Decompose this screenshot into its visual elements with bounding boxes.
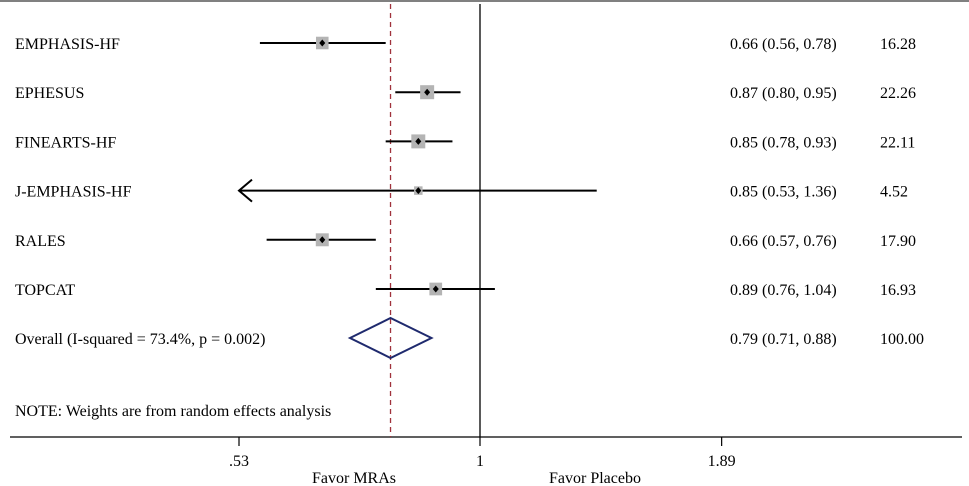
study-name: EPHESUS	[15, 85, 84, 102]
study-weight: 16.28	[880, 36, 916, 53]
x-tick-label: 1.89	[708, 453, 736, 470]
study-weight: 22.11	[880, 134, 915, 151]
point-estimate	[432, 285, 439, 293]
study-name: EMPHASIS-HF	[15, 36, 120, 53]
point-estimate	[319, 236, 326, 244]
x-tick-label: 1	[476, 453, 484, 470]
study-row: J-EMPHASIS-HF 0.85 (0.53, 1.36) 4.52	[15, 178, 908, 203]
x-tick-label: .53	[229, 453, 249, 470]
study-name: FINEARTS-HF	[15, 134, 116, 151]
overall-weight: 100.00	[880, 331, 924, 348]
study-ci-text: 0.66 (0.57, 0.76)	[730, 233, 837, 250]
study-row: TOPCAT 0.89 (0.76, 1.04) 16.93	[15, 282, 916, 299]
study-ci-text: 0.87 (0.80, 0.95)	[730, 85, 837, 102]
point-estimate	[415, 187, 422, 195]
favor-right-label: Favor Placebo	[549, 470, 641, 486]
favor-left-label: Favor MRAs	[312, 470, 396, 486]
overall-ci-text: 0.79 (0.71, 0.88)	[730, 331, 837, 348]
overall-diamond	[347, 316, 434, 360]
study-ci-text: 0.66 (0.56, 0.78)	[730, 36, 837, 53]
study-weight: 4.52	[880, 184, 908, 201]
study-row: RALES 0.66 (0.57, 0.76) 17.90	[15, 233, 916, 250]
study-ci-text: 0.89 (0.76, 1.04)	[730, 282, 837, 299]
study-name: RALES	[15, 233, 66, 250]
study-weight: 17.90	[880, 233, 916, 250]
study-name: TOPCAT	[15, 282, 75, 299]
study-ci-text: 0.85 (0.53, 1.36)	[730, 184, 837, 201]
study-row: EPHESUS 0.87 (0.80, 0.95) 22.26	[15, 85, 916, 102]
study-name: J-EMPHASIS-HF	[15, 184, 132, 201]
study-weight: 22.26	[880, 85, 916, 102]
point-estimate	[415, 137, 422, 145]
point-estimate	[424, 88, 431, 96]
overall-label: Overall (I-squared = 73.4%, p = 0.002)	[15, 331, 265, 348]
study-ci-text: 0.85 (0.78, 0.93)	[730, 134, 837, 151]
study-weight: 16.93	[880, 282, 916, 299]
ci-arrow	[237, 178, 253, 203]
weights-note: NOTE: Weights are from random effects an…	[15, 403, 331, 420]
point-estimate	[319, 39, 326, 47]
study-row: EMPHASIS-HF 0.66 (0.56, 0.78) 16.28	[15, 36, 916, 53]
study-row: FINEARTS-HF 0.85 (0.78, 0.93) 22.11	[15, 134, 915, 151]
